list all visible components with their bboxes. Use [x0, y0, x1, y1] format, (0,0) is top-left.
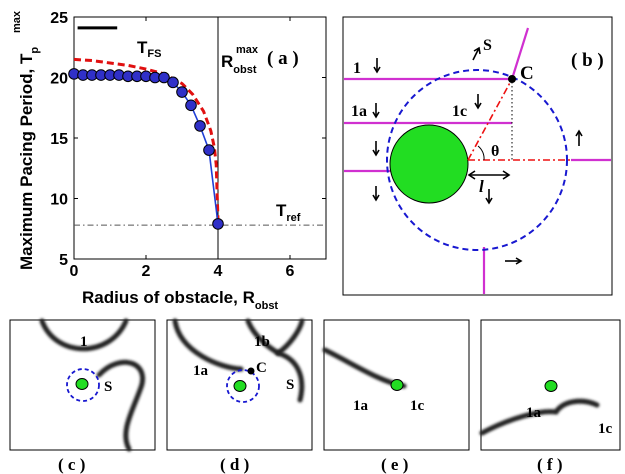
tref-label: Tref: [276, 201, 301, 224]
axis-ticks: 0 2 4 6 5 10 15 20 25: [50, 10, 326, 280]
panel-d-wave-s: [275, 350, 305, 403]
simulation-point: [158, 71, 170, 84]
panel-c-circle: [66, 368, 100, 402]
panel-f-label-1c: 1c: [598, 421, 613, 437]
label-c: C: [520, 63, 534, 84]
panel-c-label-s: S: [104, 379, 112, 395]
panel-d-label-c: C: [256, 360, 267, 376]
l-arrow: [467, 170, 511, 180]
label-1c: 1c: [452, 103, 467, 120]
panel-d: 1b 1a C S ( d ): [166, 318, 313, 474]
simulation-point: [203, 144, 215, 156]
theory-line: [73, 57, 220, 221]
panel-c: 1 S ( c ): [9, 318, 156, 474]
y-tick-label: 25: [50, 10, 68, 27]
panel-c-obstacle: [75, 378, 89, 390]
label-1: 1: [353, 60, 361, 77]
panel-c-wave-1: [39, 318, 129, 352]
simulation-point: [167, 76, 179, 89]
x-tick-label: 2: [142, 263, 151, 280]
panel-d-obstacle: [233, 380, 247, 392]
panel-f-label-1a: 1a: [526, 405, 542, 421]
panel-f-wave: [479, 398, 600, 436]
panel-d-point-c: [247, 367, 255, 375]
panel-a-label: ( a ): [267, 48, 299, 69]
panel-f-obstacle: [544, 380, 558, 392]
tfs-label: TFS: [137, 38, 161, 60]
panel-d-label-s: S: [286, 377, 294, 393]
label-l: l: [479, 177, 484, 196]
x-tick-label: 0: [70, 263, 79, 280]
label-s: S: [483, 37, 492, 54]
simulation-point: [194, 120, 206, 132]
y-tick-label: 20: [50, 71, 68, 88]
rmax-label: Robstmax: [221, 44, 259, 76]
simulation-point: [176, 86, 188, 98]
panel-e: 1a 1c ( e ): [322, 319, 470, 474]
panel-c-label-1: 1: [80, 334, 88, 350]
x-axis-label: Radius of obstacle, Robst: [82, 288, 278, 312]
panel-b-label: ( b ): [571, 50, 604, 71]
label-1a: 1a: [351, 103, 367, 120]
x-tick-label: 6: [286, 263, 295, 280]
panel-d-label-1a: 1a: [193, 363, 209, 379]
panel-c-caption: ( c ): [58, 455, 85, 474]
y-tick-label: 15: [50, 131, 68, 148]
panel-d-circle: [226, 369, 260, 403]
panel-f: 1a 1c ( f ): [479, 319, 621, 474]
panel-b-schematic: 1 1a 1c S C θ l ( b ): [342, 16, 613, 296]
panel-e-caption: ( e ): [381, 455, 408, 474]
x-tick-label: 4: [214, 263, 223, 280]
critical-circle: [386, 69, 568, 251]
label-theta: θ: [491, 143, 499, 160]
panel-a-chart: 0 2 4 6 5 10 15 20 25 TFS Robstmax ( a ) Tref Ra…: [11, 10, 327, 312]
panel-e-obstacle: [390, 379, 404, 391]
plot-area: [73, 16, 327, 260]
panel-e-label-1c: 1c: [410, 398, 425, 414]
y-tick-label: 5: [59, 252, 68, 269]
y-tick-label: 10: [50, 192, 68, 209]
panel-c-wave-s: [96, 359, 145, 452]
simulation-point: [212, 218, 224, 230]
point-c: [508, 75, 516, 83]
panel-f-caption: ( f ): [537, 455, 562, 474]
angle-lines: [467, 78, 570, 161]
wavefronts: [344, 27, 611, 294]
propagation-arrows: [372, 46, 583, 265]
theory-curve: [73, 57, 220, 221]
panel-e-label-1a: 1a: [353, 398, 369, 414]
panel-d-caption: ( d ): [220, 455, 249, 474]
panel-d-wave-1a: [172, 318, 244, 372]
theta-arc: [477, 145, 485, 161]
obstacle-disk: [389, 124, 469, 204]
simulation-series: [68, 68, 224, 230]
y-axis-label: Maximum Pacing Period, Tpmax: [11, 10, 41, 270]
panel-d-label-1b: 1b: [254, 334, 270, 350]
simulation-point: [185, 99, 197, 112]
